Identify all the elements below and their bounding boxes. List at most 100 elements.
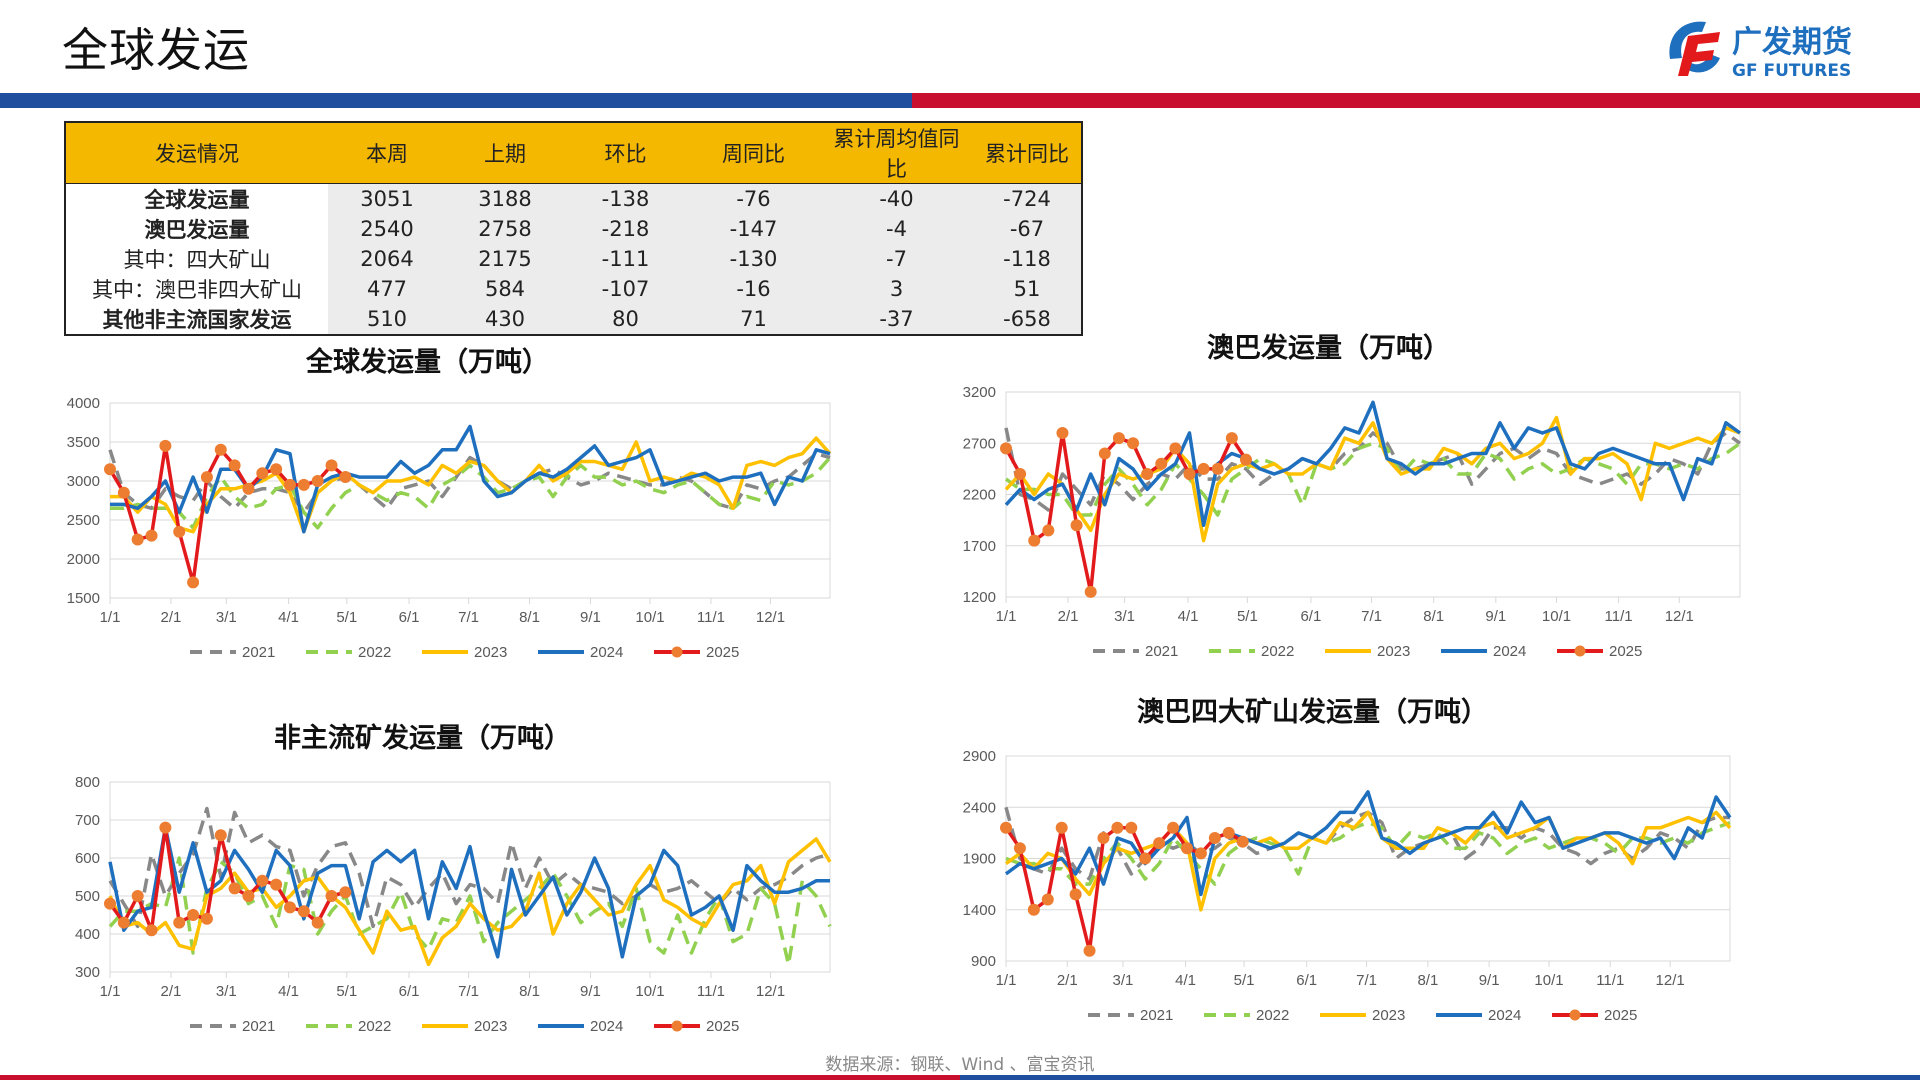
y-tick-label: 3500 [67,434,100,451]
table-cell: -67 [973,214,1082,244]
chart-title-global: 全球发运量（万吨） [306,347,549,378]
y-tick-label: 800 [75,774,100,791]
table-cell: -7 [820,244,973,274]
legend-marker-2025 [1569,1009,1581,1021]
series-point-2025 [297,478,310,491]
series-point-2025 [1181,842,1193,855]
y-tick-label: 1200 [963,589,996,606]
x-tick-label: 10/1 [635,609,664,626]
x-tick-label: 7/1 [458,983,479,1000]
x-tick-label: 11/1 [1605,608,1633,625]
footer-band [0,1075,1920,1080]
page-title: 全球发运 [62,23,250,77]
series-point-2025 [1197,462,1210,475]
row-label: 其中：澳巴非四大矿山 [65,274,328,304]
series-line-2022 [1004,441,1742,517]
x-tick-label: 1/1 [100,609,121,626]
series-point-2025 [159,821,172,834]
x-tick-label: 12/1 [1665,608,1694,625]
x-tick-label: 7/1 [1361,608,1382,625]
series-point-2025 [1139,852,1152,865]
table-cell: 3 [820,274,973,304]
legend-label-2024: 2024 [1493,643,1526,660]
series-point-2025 [104,463,116,476]
legend-label-2023: 2023 [474,1018,507,1035]
x-tick-label: 3/1 [1113,972,1134,989]
series-point-2025 [1111,821,1124,834]
series-line-2023 [1004,415,1741,543]
x-tick-label: 1/1 [996,972,1017,989]
series-point-2025 [1027,903,1040,916]
series-point-2025 [1055,821,1068,834]
series-point-2025 [270,878,283,891]
legend-label-2022: 2022 [358,1018,391,1035]
y-tick-label: 300 [75,964,100,981]
x-tick-label: 8/1 [1417,972,1438,989]
x-tick-label: 4/1 [278,609,299,626]
series-line-2024 [110,424,831,534]
series-point-2025 [1000,821,1012,834]
x-tick-label: 11/1 [1596,972,1624,989]
row-label: 其中：四大矿山 [65,244,328,274]
y-tick-label: 700 [75,812,100,829]
legend-label-2021: 2021 [1140,1007,1173,1024]
footer-band-blue [960,1075,1920,1080]
series-point-2025 [200,471,213,484]
x-tick-label: 9/1 [580,983,601,1000]
header-band-blue [0,93,912,108]
x-tick-label: 9/1 [1485,608,1506,625]
x-tick-label: 4/1 [278,983,299,1000]
row-label: 其他非主流国家发运 [65,304,328,335]
series-point-2025 [214,829,227,842]
series-point-2025 [131,890,144,902]
series-point-2025 [1014,468,1027,480]
series-point-2025 [1194,847,1207,860]
series-point-2025 [1141,468,1154,480]
series-point-2025 [1155,457,1168,470]
chart-title-big-four: 澳巴四大矿山发运量（万吨） [1137,697,1488,728]
x-tick-label: 2/1 [160,609,181,626]
series-point-2025 [1125,821,1138,834]
series-point-2025 [1169,442,1182,455]
y-tick-label: 900 [971,953,996,970]
table-cell: 584 [446,274,564,304]
x-tick-label: 2/1 [160,983,181,1000]
series-point-2025 [1239,453,1252,466]
series-point-2025 [1042,524,1055,537]
table-cell: 2758 [446,214,564,244]
table-header-row: 发运情况 本周 上期 环比 周同比 累计周均值同比 累计同比 [65,122,1082,184]
table-cell: 51 [973,274,1082,304]
x-tick-label: 10/1 [635,983,664,1000]
legend-label-2024: 2024 [1488,1007,1521,1024]
series-point-2025 [256,467,269,480]
series-point-2025 [1070,519,1083,532]
series-line-2021 [108,806,831,929]
series-point-2025 [1000,442,1012,455]
legend-label-2024: 2024 [590,644,623,661]
series-point-2025 [1211,462,1224,475]
x-tick-label: 8/1 [1423,608,1444,625]
x-tick-label: 7/1 [458,609,479,626]
x-tick-label: 10/1 [1542,608,1571,625]
series-line-2024 [108,825,830,959]
series-point-2025 [1069,888,1082,901]
table-cell: 477 [328,274,446,304]
chart-title-aus-bra: 澳巴发运量（万吨） [1207,333,1450,364]
x-tick-label: 6/1 [1296,972,1317,989]
series-line-2024 [1004,790,1732,897]
series-point-2025 [173,916,186,929]
series-point-2025 [1225,432,1238,445]
x-tick-label: 2/1 [1058,608,1079,625]
series-point-2025 [1222,826,1235,839]
series-line-2022 [108,856,832,967]
x-tick-label: 5/1 [1237,608,1258,625]
series-point-2025 [1056,427,1069,439]
series-point-2025 [1236,835,1249,848]
table-cell: -138 [564,183,687,214]
gf-futures-logo: 广发期货 GF FUTURES [1669,21,1852,81]
series-point-2025 [145,529,158,542]
series-line-2021 [108,449,831,514]
series-point-2025 [228,882,241,895]
table-row: 其中：四大矿山 2064 2175 -111 -130 -7 -118 [65,244,1082,274]
legend-label-2022: 2022 [1261,643,1294,660]
